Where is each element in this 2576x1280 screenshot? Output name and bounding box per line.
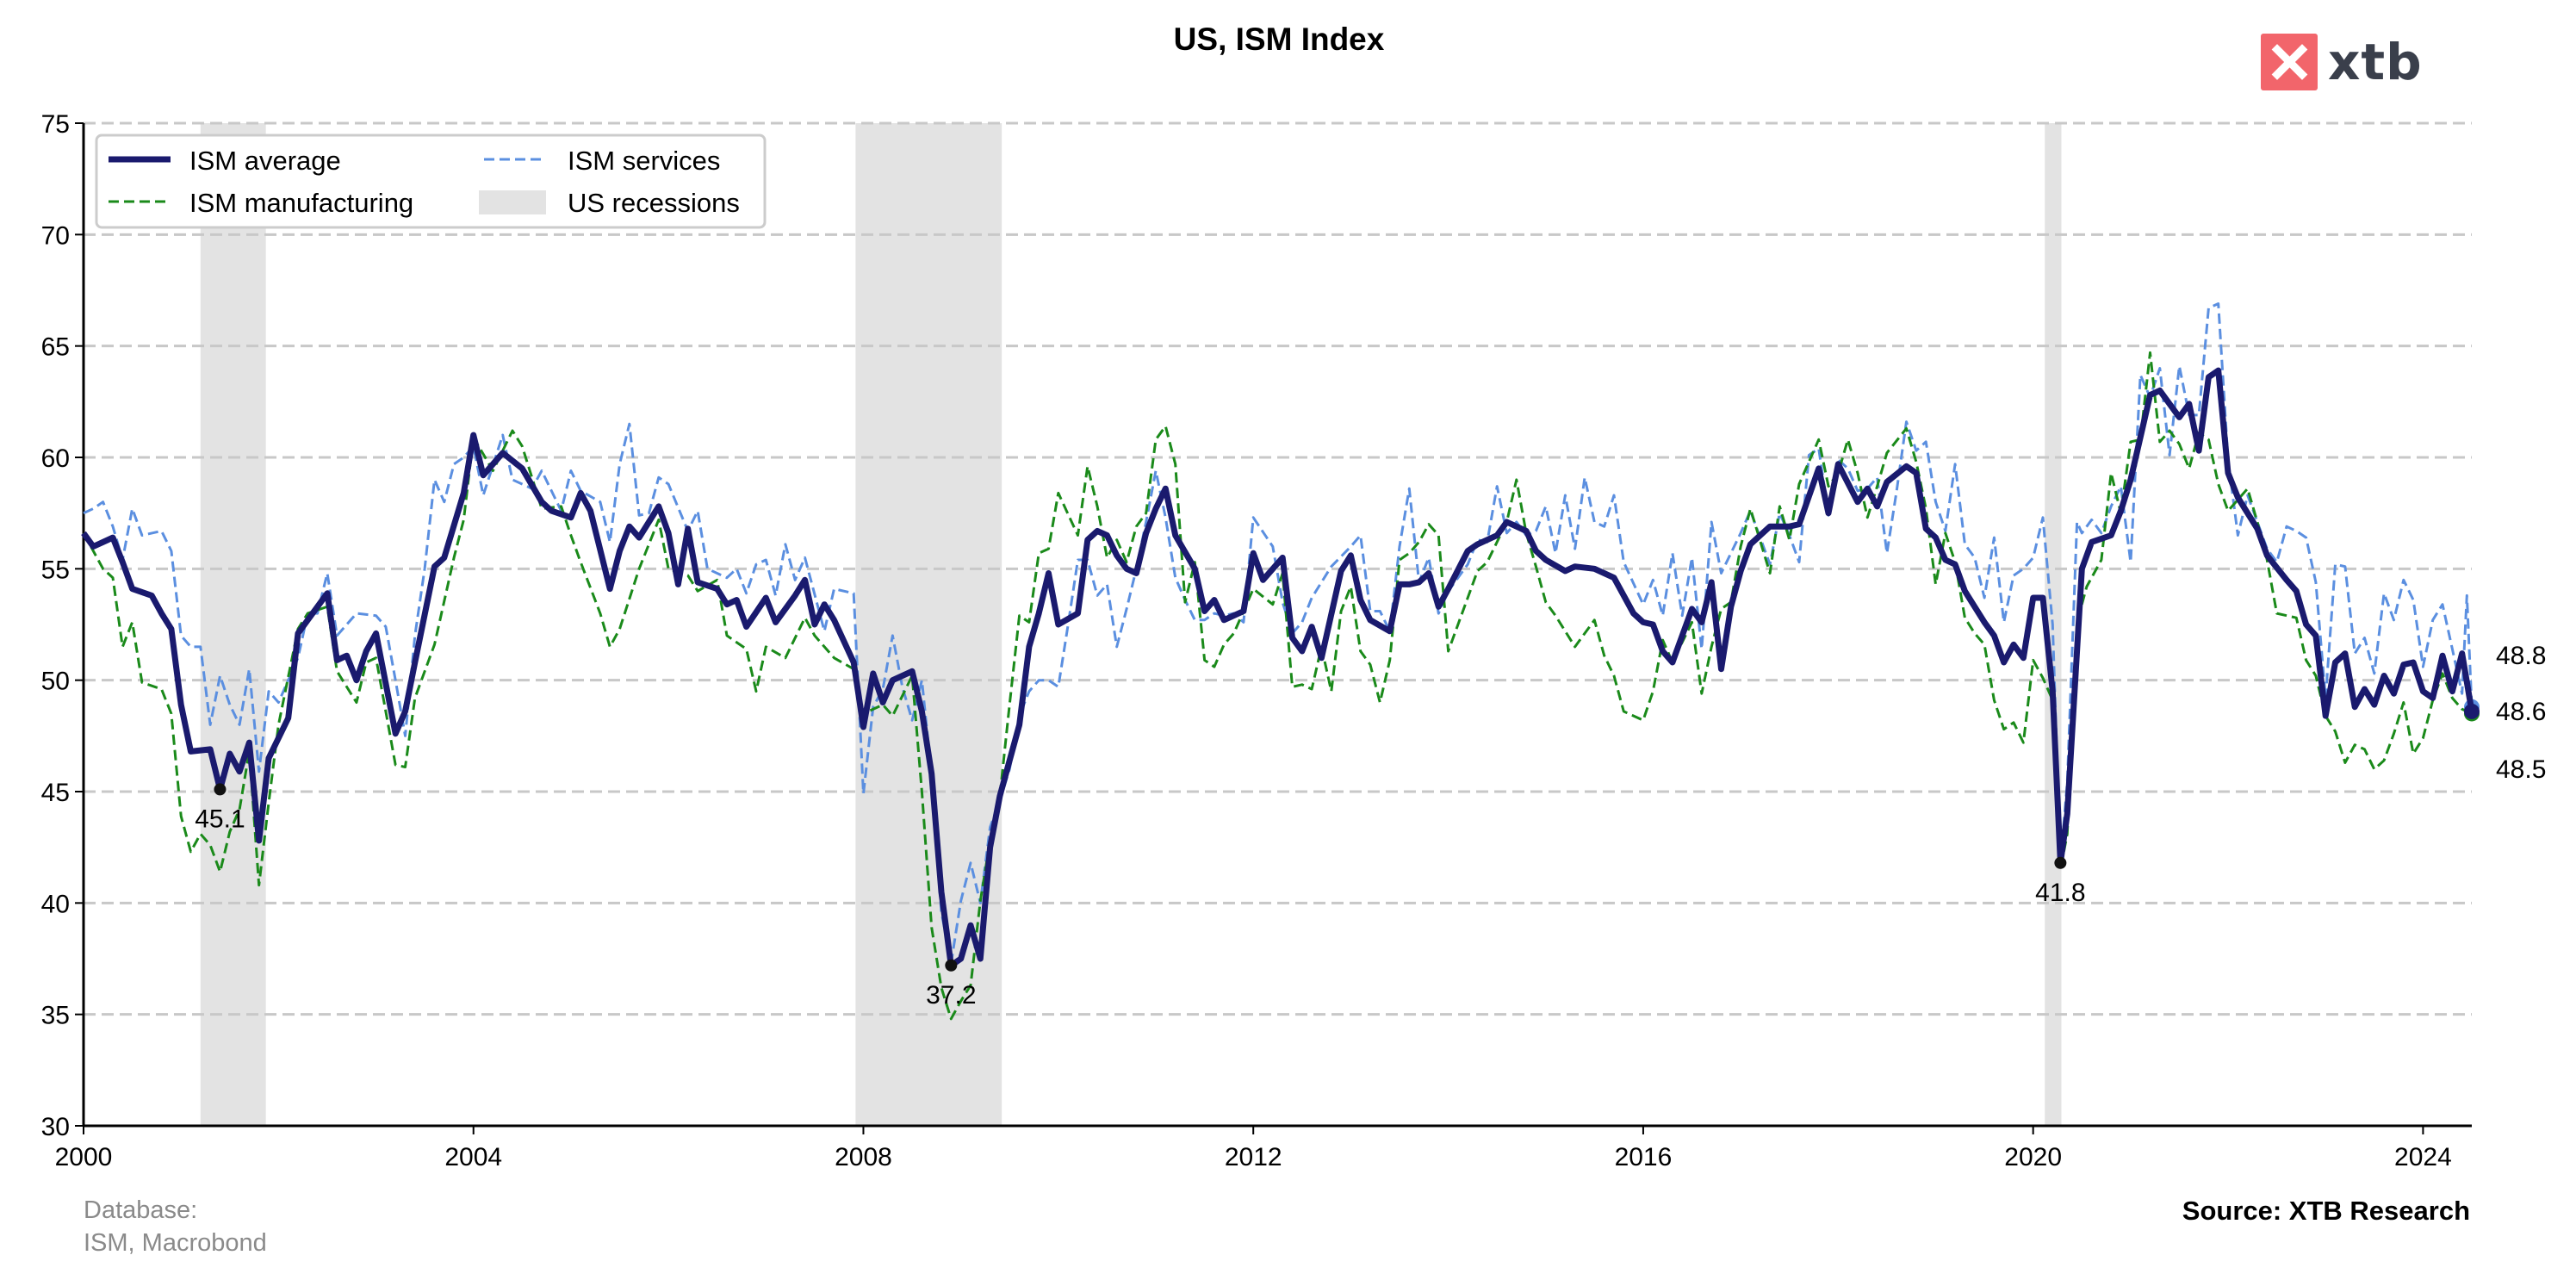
- y-tick-label: 60: [41, 444, 70, 473]
- end-label-0: 48.8: [2496, 642, 2546, 670]
- xtb-logo-text: xtb: [2328, 33, 2423, 91]
- xtb-logo-icon: [2261, 34, 2318, 90]
- x-tick-label: 2012: [1225, 1143, 1282, 1171]
- recession-bands: [200, 123, 2062, 1126]
- legend-frame: [95, 134, 767, 229]
- annotation-label-2: 41.8: [2035, 879, 2085, 907]
- y-tick-label: 70: [41, 221, 70, 250]
- y-tick-label: 65: [41, 333, 70, 362]
- series-endpoint-ism-average: [2464, 703, 2480, 719]
- gridlines: [84, 121, 2472, 1016]
- source-text: Source: XTB Research: [2182, 1196, 2470, 1226]
- legend: ISM average ISM services ISM manufacturi…: [95, 134, 767, 229]
- y-tick-label: 35: [41, 1002, 70, 1030]
- y-tick-label: 40: [41, 890, 70, 918]
- annotation-point-1: [945, 959, 958, 972]
- x-tick-label: 2008: [835, 1143, 892, 1171]
- y-tick-label: 45: [41, 779, 70, 807]
- y-tick-label: 75: [41, 110, 70, 139]
- database-label: Database:: [84, 1196, 197, 1224]
- annotation-label-1: 37.2: [926, 981, 976, 1010]
- series-line-ism-average: [81, 367, 2475, 969]
- x-tick-label: 2020: [2004, 1143, 2062, 1171]
- legend-label-ism-manufacturing: ISM manufacturing: [189, 188, 413, 218]
- chart-title: US, ISM Index: [1174, 22, 1385, 57]
- legend-label-ism-average: ISM average: [189, 146, 341, 176]
- y-tick-label: 55: [41, 556, 70, 584]
- x-tick-label: 2016: [1615, 1143, 1673, 1171]
- annotation-point-0: [214, 783, 227, 796]
- y-tick-label: 50: [41, 668, 70, 696]
- annotation-point-2: [2054, 856, 2067, 869]
- legend-label-us-recessions: US recessions: [568, 188, 740, 218]
- end-label-2: 48.5: [2496, 755, 2546, 784]
- x-tick-label: 2000: [55, 1143, 113, 1171]
- recession-band-0: [200, 123, 266, 1126]
- end-label-1: 48.6: [2496, 698, 2546, 726]
- recession-band-1: [855, 123, 1002, 1126]
- legend-label-ism-services: ISM services: [568, 146, 720, 176]
- x-tick-label: 2024: [2394, 1143, 2452, 1171]
- legend-swatch-us-recessions: [479, 190, 546, 214]
- annotations: 45.1 37.2 41.8 48.8 48.6 48.5: [195, 642, 2546, 1010]
- database-value: ISM, Macrobond: [84, 1229, 267, 1257]
- xtb-logo: xtb: [2261, 33, 2423, 91]
- x-tick-label: 2004: [444, 1143, 502, 1171]
- axes: 30 35 40 45 50 55 60 65 70 75 2000 2004 2008 2012 2016…: [41, 110, 2472, 1171]
- series-line-ism-manufacturing: [82, 351, 2473, 1021]
- series-lines: [81, 302, 2480, 1021]
- series-line-ism-services: [83, 302, 2474, 965]
- y-tick-label: 30: [41, 1113, 70, 1141]
- annotation-label-0: 45.1: [195, 805, 245, 833]
